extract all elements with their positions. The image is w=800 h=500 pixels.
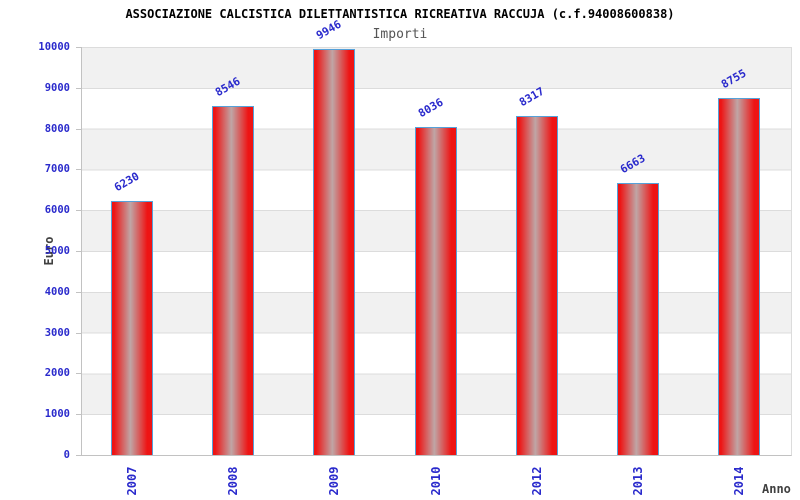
y-axis-tick-label: 2000 [44,367,70,380]
y-axis-tick-mark [76,373,81,375]
y-axis-tick-mark [76,128,81,130]
y-axis-tick-label: 9000 [44,81,70,94]
bar-2007 [110,200,153,455]
y-axis-tick-label: 1000 [44,408,70,421]
y-axis-tick-label: 3000 [44,326,70,339]
bar-2010 [414,127,457,455]
y-axis-tick-mark [76,455,81,456]
x-axis-tick-label-2014: 2014 [732,466,747,496]
x-axis-tick-label-2013: 2013 [631,466,646,496]
bar-2013 [617,183,660,455]
y-axis-tick-label: 5000 [44,245,70,257]
y-axis-tick-mark [76,291,81,293]
y-axis-tick-mark [76,251,81,252]
y-axis-tick-mark [76,332,81,334]
y-axis-tick-label: 10000 [38,41,70,53]
x-axis-title: Anno [762,482,791,496]
y-axis-tick-label: 6000 [44,204,70,217]
y-axis-tick-mark [76,87,81,89]
y-axis-tick-mark [76,210,81,212]
bar-2009 [313,49,356,455]
chart-title: ASSOCIAZIONE CALCISTICA DILETTANTISTICA … [125,7,675,21]
y-axis-tick-label: 8000 [44,122,70,135]
y-axis-tick-mark [76,47,81,48]
x-axis-tick-label-2008: 2008 [225,466,240,496]
x-axis-tick-label-2010: 2010 [428,466,443,496]
y-axis-tick-label: 0 [63,449,70,461]
x-axis-tick-label-2009: 2009 [327,466,342,496]
bar-2008 [211,106,254,455]
y-axis-tick-label: 4000 [44,285,70,298]
y-axis-tick-mark [76,169,81,171]
bar-2014 [718,97,761,455]
bar-2012 [515,115,558,455]
x-axis-tick-label-2012: 2012 [529,466,544,496]
x-axis-tick-label-2007: 2007 [124,466,139,496]
chart-subtitle: Importi [372,27,428,42]
y-axis-tick-mark [76,414,81,416]
y-axis-tick-label: 7000 [44,163,70,176]
